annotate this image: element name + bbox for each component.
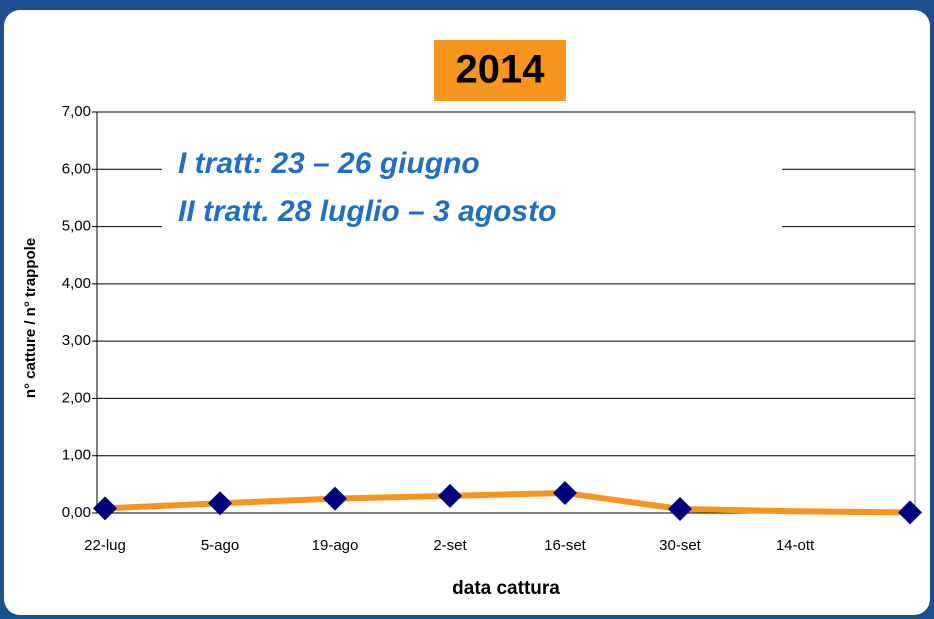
x-axis-label: data cattura: [452, 578, 560, 599]
y-tick-label: 7,00: [62, 103, 91, 120]
y-tick-label: 1,00: [62, 447, 91, 464]
x-tick-label: 19-ago: [312, 537, 359, 554]
y-tick-label: 3,00: [62, 332, 91, 349]
x-tick-label: 14-ott: [776, 537, 815, 554]
chart-title: 2014: [456, 48, 546, 92]
marker: [208, 491, 232, 516]
marker: [553, 480, 577, 505]
annotation: II tratt. 28 luglio – 3 agosto: [178, 195, 556, 228]
x-tick-label: 30-set: [659, 537, 702, 554]
x-tick-label: 5-ago: [201, 537, 239, 554]
marker: [898, 500, 922, 525]
x-tick-label: 22-lug: [84, 537, 126, 554]
annotation-box: [162, 140, 782, 240]
marker: [668, 496, 692, 521]
marker: [438, 483, 462, 508]
y-axis-label: n° catture / n° trappole: [22, 238, 39, 398]
x-tick-label: 2-set: [433, 537, 467, 554]
series-line: [104, 489, 911, 516]
annotation: I tratt: 23 – 26 giugno: [178, 147, 480, 180]
y-tick-label: 6,00: [62, 160, 91, 177]
y-tick-label: 0,00: [62, 504, 91, 521]
y-tick-label: 4,00: [62, 275, 91, 292]
marker: [323, 486, 347, 511]
x-tick-label: 16-set: [544, 537, 587, 554]
y-tick-label: 5,00: [62, 218, 91, 235]
title-box: [434, 40, 566, 101]
marker: [93, 496, 117, 521]
y-tick-label: 2,00: [62, 389, 91, 406]
